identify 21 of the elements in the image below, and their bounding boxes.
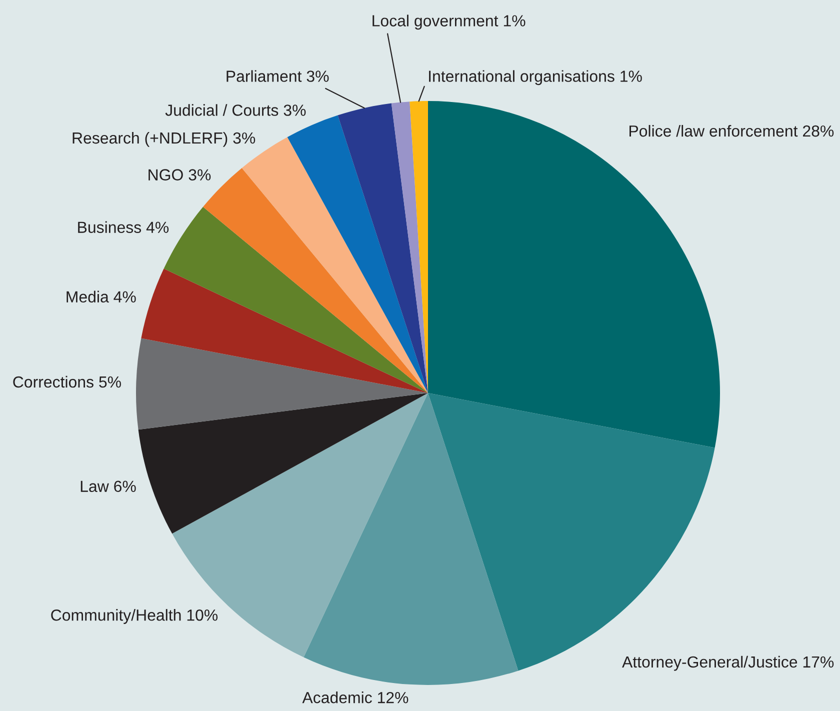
slice-label: Police /law enforcement 28%: [630, 124, 834, 137]
slice-label: Community/Health 10%: [51, 609, 218, 624]
slice-label: NGO 3%: [148, 169, 211, 180]
slice-label: Research (+NDLERF) 3%: [72, 132, 256, 147]
pie-slice: [338, 103, 428, 393]
slice-label: Business 4%: [78, 221, 169, 234]
slice-label: Parliament 3%: [226, 70, 329, 82]
slice-label: Local government 1%: [372, 14, 526, 30]
pie-slice: [138, 393, 428, 534]
pie-slice: [287, 115, 428, 393]
pie-slice: [141, 268, 428, 393]
pie-slice: [304, 393, 518, 685]
pie-slice: [136, 338, 428, 430]
slice-label: Corrections 5%: [13, 376, 121, 388]
slice-label: Judicial / Courts 3%: [165, 104, 306, 116]
slice-label: Attorney-General/Justice 17%: [622, 656, 834, 671]
pie-slice: [391, 102, 428, 393]
slice-label: Academic 12%: [302, 692, 408, 704]
slice-label: Media 4%: [66, 290, 136, 303]
slice-label: International organisations 1%: [429, 70, 642, 86]
slice-label: Law 6%: [80, 480, 136, 492]
